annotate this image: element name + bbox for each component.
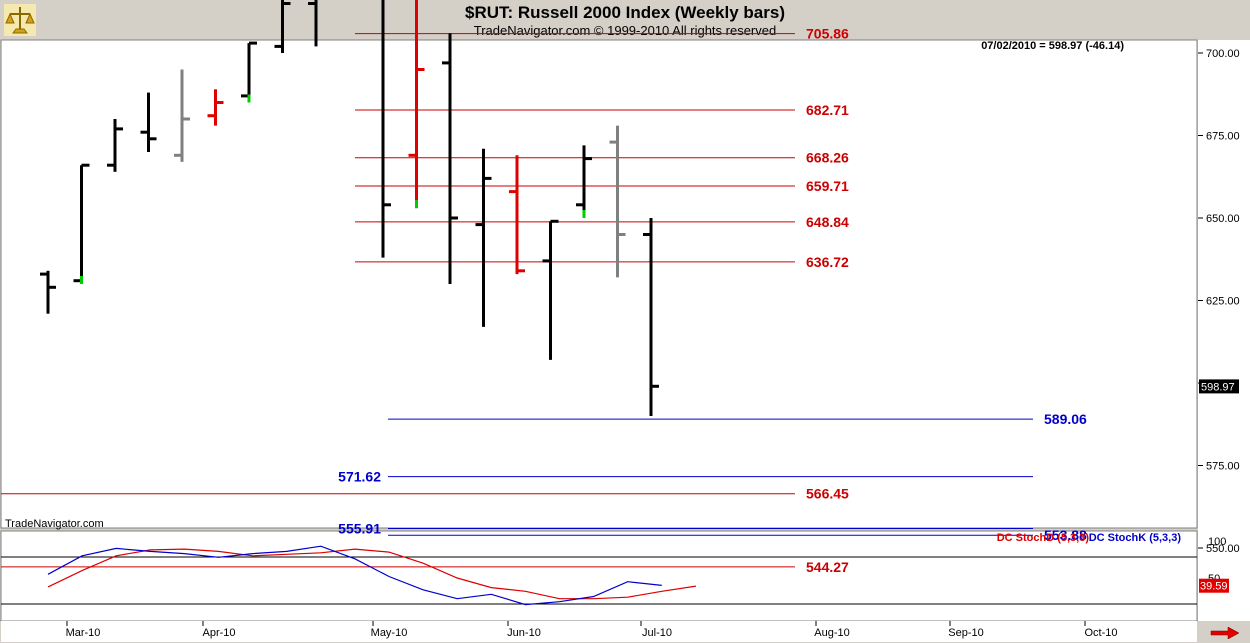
ohlc-bar xyxy=(381,0,391,258)
ohlc-bar xyxy=(241,41,257,103)
legend-stochd: DC StochD (5,3,3) xyxy=(997,532,1090,544)
last-price-box xyxy=(1199,379,1239,394)
level-label: 589.06 xyxy=(1044,411,1087,427)
y-tick-label: 550.00 xyxy=(1206,543,1240,555)
level-label: 636.72 xyxy=(806,254,849,270)
copyright-text: TradeNavigator.com © 1999-2010 All right… xyxy=(473,23,777,38)
last-reading: 07/02/2010 = 598.97 (-46.14) xyxy=(981,40,1124,52)
x-tick-label: Jul-10 xyxy=(642,627,672,639)
time-axis-ticks: Mar-10 Apr-10 May-10 Jun-10 Jul-10 Aug-10 Sep-… xyxy=(66,621,1118,639)
stochastic-grid: 5010039.59 xyxy=(1,536,1229,605)
ohlc-bar xyxy=(107,119,123,172)
x-tick-label: Apr-10 xyxy=(202,627,235,639)
legend-stochk: DC StochK (5,3,3) xyxy=(1089,532,1182,544)
x-tick-label: May-10 xyxy=(371,627,408,639)
scroll-right-arrow-icon[interactable] xyxy=(1210,627,1240,639)
ohlc-bar xyxy=(643,218,659,416)
support-resistance-levels: 745.51705.86682.71668.26659.71648.84636.… xyxy=(1,26,1087,575)
y-tick-label: 700.00 xyxy=(1206,48,1240,60)
level-label: 705.86 xyxy=(806,26,849,42)
tradenavigator-logo-icon xyxy=(4,4,36,36)
level-label: 555.91 xyxy=(338,520,381,536)
chart-header: $RUT: Russell 2000 Index (Weekly bars) T… xyxy=(0,0,1250,40)
stoch-series-line xyxy=(47,545,662,606)
level-label: 668.26 xyxy=(806,150,849,166)
ohlc-bar xyxy=(542,219,559,360)
stochastic-lines xyxy=(47,545,696,606)
stochastic-panel[interactable] xyxy=(0,530,1198,622)
y-tick-label: 575.00 xyxy=(1206,461,1240,473)
ohlc-bar xyxy=(274,0,291,53)
y-tick-label: 650.00 xyxy=(1206,213,1240,225)
level-label: 571.62 xyxy=(338,469,381,485)
x-tick-label: Jun-10 xyxy=(507,627,541,639)
watermark: TradeNavigator.com xyxy=(5,518,104,530)
chart-title: $RUT: Russell 2000 Index (Weekly bars) xyxy=(465,3,785,22)
ohlc-bars xyxy=(40,0,659,416)
ohlc-bar xyxy=(40,270,56,314)
ohlc-bar xyxy=(308,0,318,47)
level-label: 648.84 xyxy=(806,214,849,230)
ohlc-bar xyxy=(509,155,525,275)
y-tick-label: 625.00 xyxy=(1206,296,1240,308)
level-label: 553.88 xyxy=(1044,527,1087,543)
ohlc-bar xyxy=(174,69,190,162)
ohlc-bar xyxy=(442,33,458,284)
price-panel[interactable] xyxy=(0,39,1198,529)
level-label: 682.71 xyxy=(806,102,849,118)
x-tick-label: Aug-10 xyxy=(814,627,849,639)
level-label: 566.45 xyxy=(806,486,849,502)
level-label: 659.71 xyxy=(806,178,849,194)
ohlc-bar xyxy=(576,145,592,218)
x-tick-label: Sep-10 xyxy=(948,627,983,639)
y-tick-label: 675.00 xyxy=(1206,131,1240,143)
ohlc-bar xyxy=(609,125,626,278)
ohlc-bar xyxy=(73,163,90,284)
price-axis xyxy=(1198,40,1250,621)
x-tick-label: Oct-10 xyxy=(1084,627,1117,639)
ohlc-bar xyxy=(408,0,425,209)
level-label: 544.27 xyxy=(806,559,849,575)
ohlc-bar xyxy=(140,92,157,152)
ohlc-bar xyxy=(207,89,224,126)
ohlc-bar xyxy=(475,148,492,327)
time-axis xyxy=(1,621,1197,642)
stoch-last-label: 39.59 xyxy=(1200,581,1228,593)
price-axis-ticks: 550.00575.00625.00650.00675.00700.00725.… xyxy=(1198,48,1240,555)
stoch-tick-label: 100 xyxy=(1208,536,1226,548)
x-tick-label: Mar-10 xyxy=(66,627,101,639)
stoch-series-line xyxy=(47,548,696,600)
stoch-last-box xyxy=(1199,578,1229,593)
last-price-label: 598.97 xyxy=(1201,381,1235,393)
